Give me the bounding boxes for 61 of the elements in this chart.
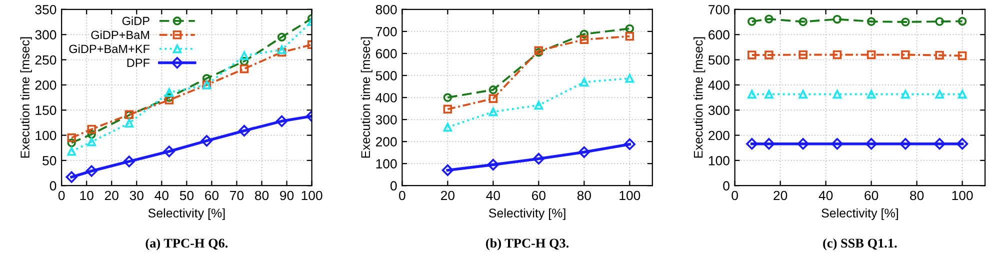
x-tick-label: 70 bbox=[230, 190, 244, 200]
x-tick-label: 90 bbox=[280, 190, 294, 200]
y-axis-title: Execution time [msec] bbox=[360, 37, 373, 158]
x-tick-label: 20 bbox=[104, 190, 118, 200]
x-tick-label: 40 bbox=[154, 190, 168, 200]
y-tick-label: 0 bbox=[723, 181, 730, 191]
y-tick-label: 400 bbox=[376, 93, 397, 102]
y-tick-label: 700 bbox=[708, 4, 730, 14]
x-tick-label: 60 bbox=[532, 190, 546, 200]
y-axis-title: Execution time [msec] bbox=[694, 37, 706, 158]
legend-label: GiDP bbox=[122, 16, 150, 26]
x-tick-label: 20 bbox=[774, 190, 788, 200]
x-tick-label: 80 bbox=[254, 190, 269, 200]
y-tick-label: 300 bbox=[376, 115, 397, 124]
text: (c) SSB Q1.1. bbox=[823, 238, 897, 250]
y-axis-title: Execution time [msec] bbox=[20, 37, 32, 158]
x-tick-label: 60 bbox=[864, 190, 878, 200]
legend-label: GiDP+BaM+KF bbox=[69, 44, 150, 54]
x-tick-label: 40 bbox=[486, 190, 500, 200]
legend-label: DPF bbox=[127, 58, 150, 67]
legend-label: GiDP+BaM bbox=[91, 30, 150, 40]
y-tick-label: 100 bbox=[376, 159, 397, 168]
x-axis-title: Selectivity [%] bbox=[488, 208, 566, 220]
y-tick-label: 150 bbox=[36, 106, 56, 116]
x-tick-label: 50 bbox=[180, 190, 194, 200]
y-tick-label: 350 bbox=[35, 4, 56, 14]
y-tick-label: 0 bbox=[390, 181, 397, 191]
text: (a) TPC-H Q6. bbox=[146, 238, 228, 250]
y-tick-label: 100 bbox=[708, 156, 730, 166]
x-axis-title: Selectivity [%] bbox=[148, 208, 225, 220]
y-tick-label: 200 bbox=[35, 80, 56, 90]
x-tick-label: 80 bbox=[910, 190, 924, 200]
y-tick-label: 600 bbox=[708, 30, 730, 40]
x-tick-label: 80 bbox=[577, 190, 591, 200]
y-tick-label: 300 bbox=[35, 30, 56, 40]
x-tick-label: 60 bbox=[205, 190, 219, 200]
y-tick-label: 500 bbox=[376, 71, 397, 80]
y-tick-label: 400 bbox=[708, 80, 730, 90]
x-tick-label: 10 bbox=[80, 190, 94, 200]
y-tick-label: 0 bbox=[50, 181, 56, 191]
y-tick-label: 600 bbox=[376, 49, 397, 58]
y-tick-label: 500 bbox=[708, 55, 730, 65]
y-tick-label: 50 bbox=[42, 156, 56, 166]
y-tick-label: 700 bbox=[376, 27, 397, 36]
x-tick-label: 100 bbox=[302, 190, 322, 200]
x-tick-label: 40 bbox=[818, 190, 833, 200]
y-tick-label: 800 bbox=[376, 4, 397, 14]
x-tick-label: 0 bbox=[732, 190, 738, 200]
x-tick-label: 20 bbox=[440, 190, 454, 200]
y-tick-label: 100 bbox=[36, 130, 56, 140]
x-tick-label: 0 bbox=[399, 190, 406, 200]
x-tick-label: 30 bbox=[130, 190, 144, 200]
text: (b) TPC-H Q3. bbox=[486, 238, 569, 250]
y-tick-label: 300 bbox=[708, 106, 730, 116]
y-tick-label: 200 bbox=[708, 130, 730, 140]
x-tick-label: 100 bbox=[952, 190, 973, 200]
y-tick-label: 250 bbox=[35, 55, 56, 65]
x-tick-label: 100 bbox=[620, 190, 640, 200]
y-tick-label: 200 bbox=[376, 137, 397, 146]
x-axis-title: Selectivity [%] bbox=[822, 208, 898, 220]
x-tick-label: 0 bbox=[58, 190, 65, 200]
